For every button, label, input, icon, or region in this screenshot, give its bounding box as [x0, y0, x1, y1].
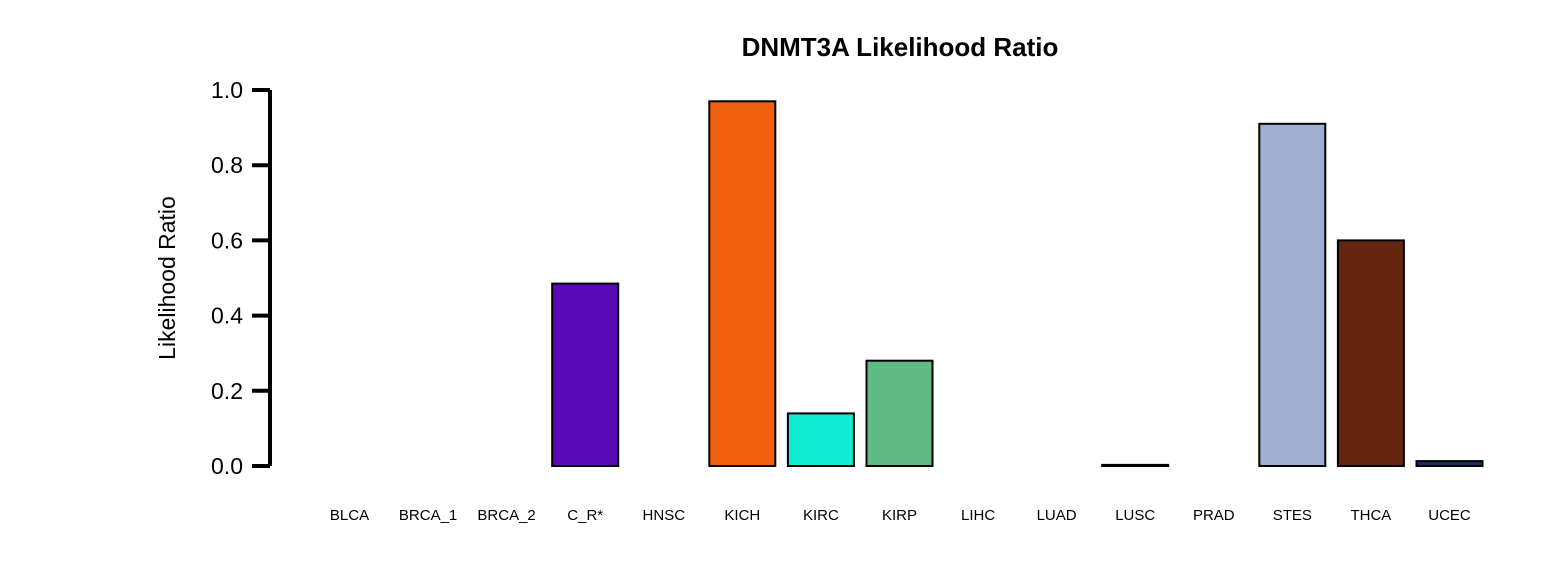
x-tick-label: BRCA_1: [399, 507, 457, 524]
y-tick-label: 1.0: [211, 77, 243, 103]
x-tick-label: BLCA: [330, 507, 369, 524]
y-axis-label: Likelihood Ratio: [154, 196, 180, 360]
x-tick-label: C_R*: [567, 507, 603, 524]
y-tick-label: 0.4: [211, 303, 243, 329]
x-tick-label: LUSC: [1115, 507, 1155, 524]
bar-stes: [1258, 122, 1327, 468]
x-tick-label: KIRP: [882, 507, 917, 524]
x-tick-label: KICH: [724, 507, 760, 524]
x-tick-label: HNSC: [643, 507, 686, 524]
bar-kirp: [865, 359, 934, 468]
y-tick-label: 0.2: [211, 378, 243, 404]
bar-thca: [1336, 239, 1405, 467]
x-tick-label: PRAD: [1193, 507, 1235, 524]
y-tick-label: 0.6: [211, 227, 243, 253]
bar-kich: [708, 100, 777, 468]
x-tick-label: STES: [1273, 507, 1312, 524]
y-axis: 0.0 0.2 0.4 0.6 0.8 1.0: [211, 77, 272, 479]
bar-lusc: [1101, 463, 1170, 467]
bar-ucec: [1415, 460, 1484, 468]
x-tick-label: LUAD: [1037, 507, 1077, 524]
bar-c-r: [551, 282, 620, 467]
bars: [551, 100, 1484, 468]
x-tick-label: UCEC: [1428, 507, 1471, 524]
y-tick-label: 0.8: [211, 152, 243, 178]
x-tick-label: LIHC: [961, 507, 995, 524]
chart-title: DNMT3A Likelihood Ratio: [742, 32, 1059, 62]
x-tick-label: BRCA_2: [477, 507, 535, 524]
x-axis-tick-labels: BLCA BRCA_1 BRCA_2 C_R* HNSC KICH KIRC KIRP LIHC…: [330, 507, 1471, 524]
y-tick-label: 0.0: [211, 453, 243, 479]
bar-kirc: [786, 412, 855, 467]
x-tick-label: THCA: [1350, 507, 1391, 524]
x-tick-label: KIRC: [803, 507, 839, 524]
